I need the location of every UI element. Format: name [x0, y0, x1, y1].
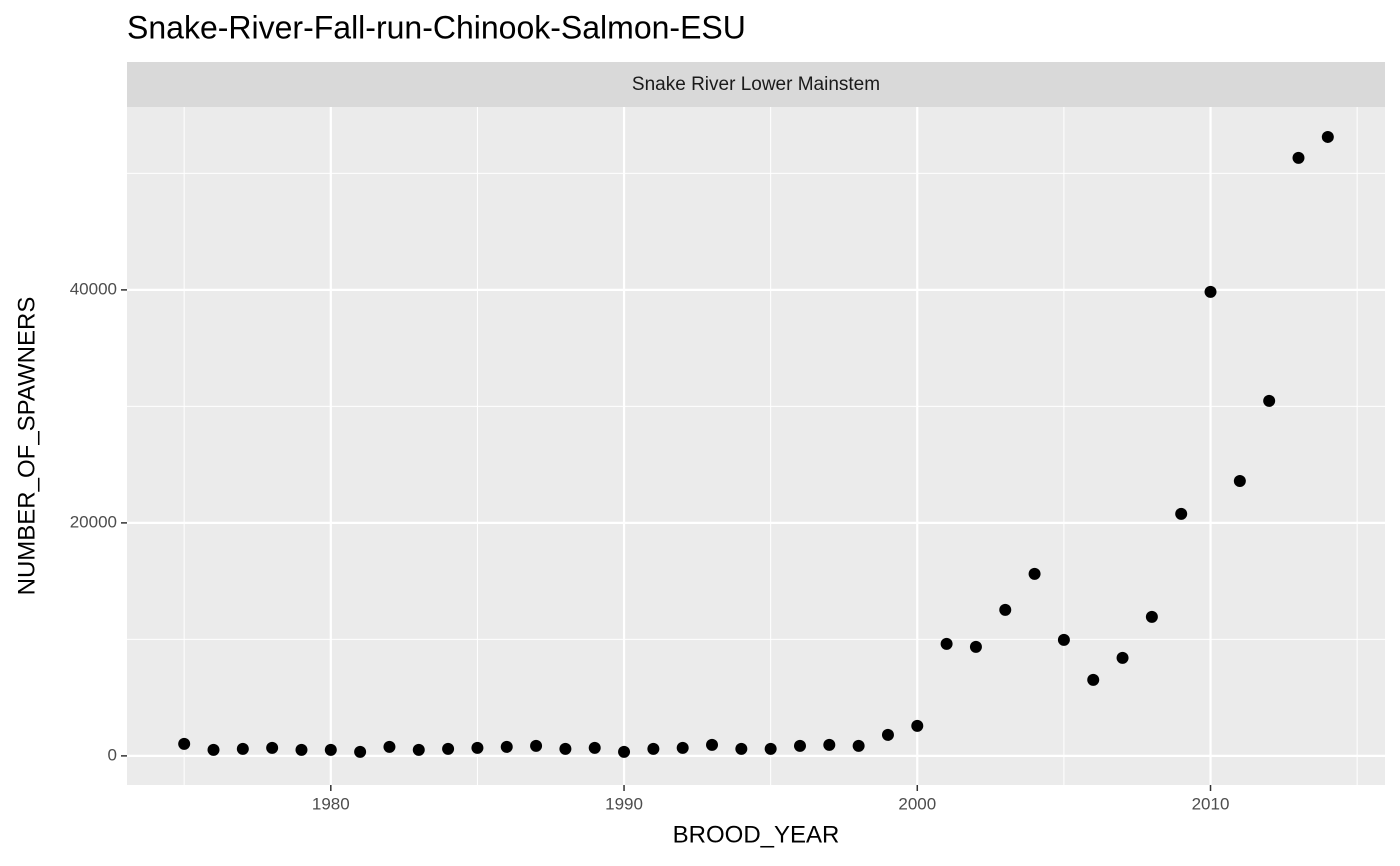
point — [618, 745, 631, 758]
point — [1233, 474, 1246, 487]
point — [1292, 151, 1305, 164]
point — [1321, 130, 1334, 143]
point — [178, 737, 191, 750]
x-tick-label: 1990 — [605, 794, 643, 813]
point — [735, 742, 748, 755]
point — [412, 743, 425, 756]
point — [1263, 394, 1276, 407]
point — [295, 743, 308, 756]
point — [647, 742, 660, 755]
point — [1204, 285, 1217, 298]
facet-strip — [127, 62, 1385, 107]
point — [881, 728, 894, 741]
facet-label: Snake River Lower Mainstem — [632, 74, 880, 95]
point — [793, 739, 806, 752]
point — [383, 740, 396, 753]
point — [1057, 633, 1070, 646]
point — [207, 743, 220, 756]
point — [852, 739, 865, 752]
x-tick-label: 1980 — [312, 794, 350, 813]
y-tick-label: 0 — [108, 745, 117, 764]
chart-title: Snake-River-Fall-run-Chinook-Salmon-ESU — [127, 9, 746, 45]
point — [530, 739, 543, 752]
point — [823, 738, 836, 751]
point — [471, 741, 484, 754]
y-tick-label: 20000 — [70, 512, 117, 531]
point — [442, 742, 455, 755]
point — [324, 743, 337, 756]
point — [764, 742, 777, 755]
x-axis-title: BROOD_YEAR — [673, 821, 840, 848]
point — [559, 742, 572, 755]
point — [1087, 673, 1100, 686]
point — [500, 740, 513, 753]
point — [940, 637, 953, 650]
point — [1116, 651, 1129, 664]
point — [266, 741, 279, 754]
point — [588, 741, 601, 754]
point — [354, 745, 367, 758]
point — [1145, 610, 1158, 623]
point — [969, 640, 982, 653]
point — [911, 719, 924, 732]
point — [999, 603, 1012, 616]
y-axis-title: NUMBER_OF_SPAWNERS — [13, 297, 40, 596]
point — [1175, 507, 1188, 520]
x-tick-label: 2000 — [898, 794, 936, 813]
point — [676, 741, 689, 754]
point — [236, 742, 249, 755]
x-tick-label: 2010 — [1192, 794, 1230, 813]
plot-panel — [127, 107, 1385, 785]
point — [706, 738, 719, 751]
point — [1028, 567, 1041, 580]
y-tick-label: 40000 — [70, 279, 117, 298]
